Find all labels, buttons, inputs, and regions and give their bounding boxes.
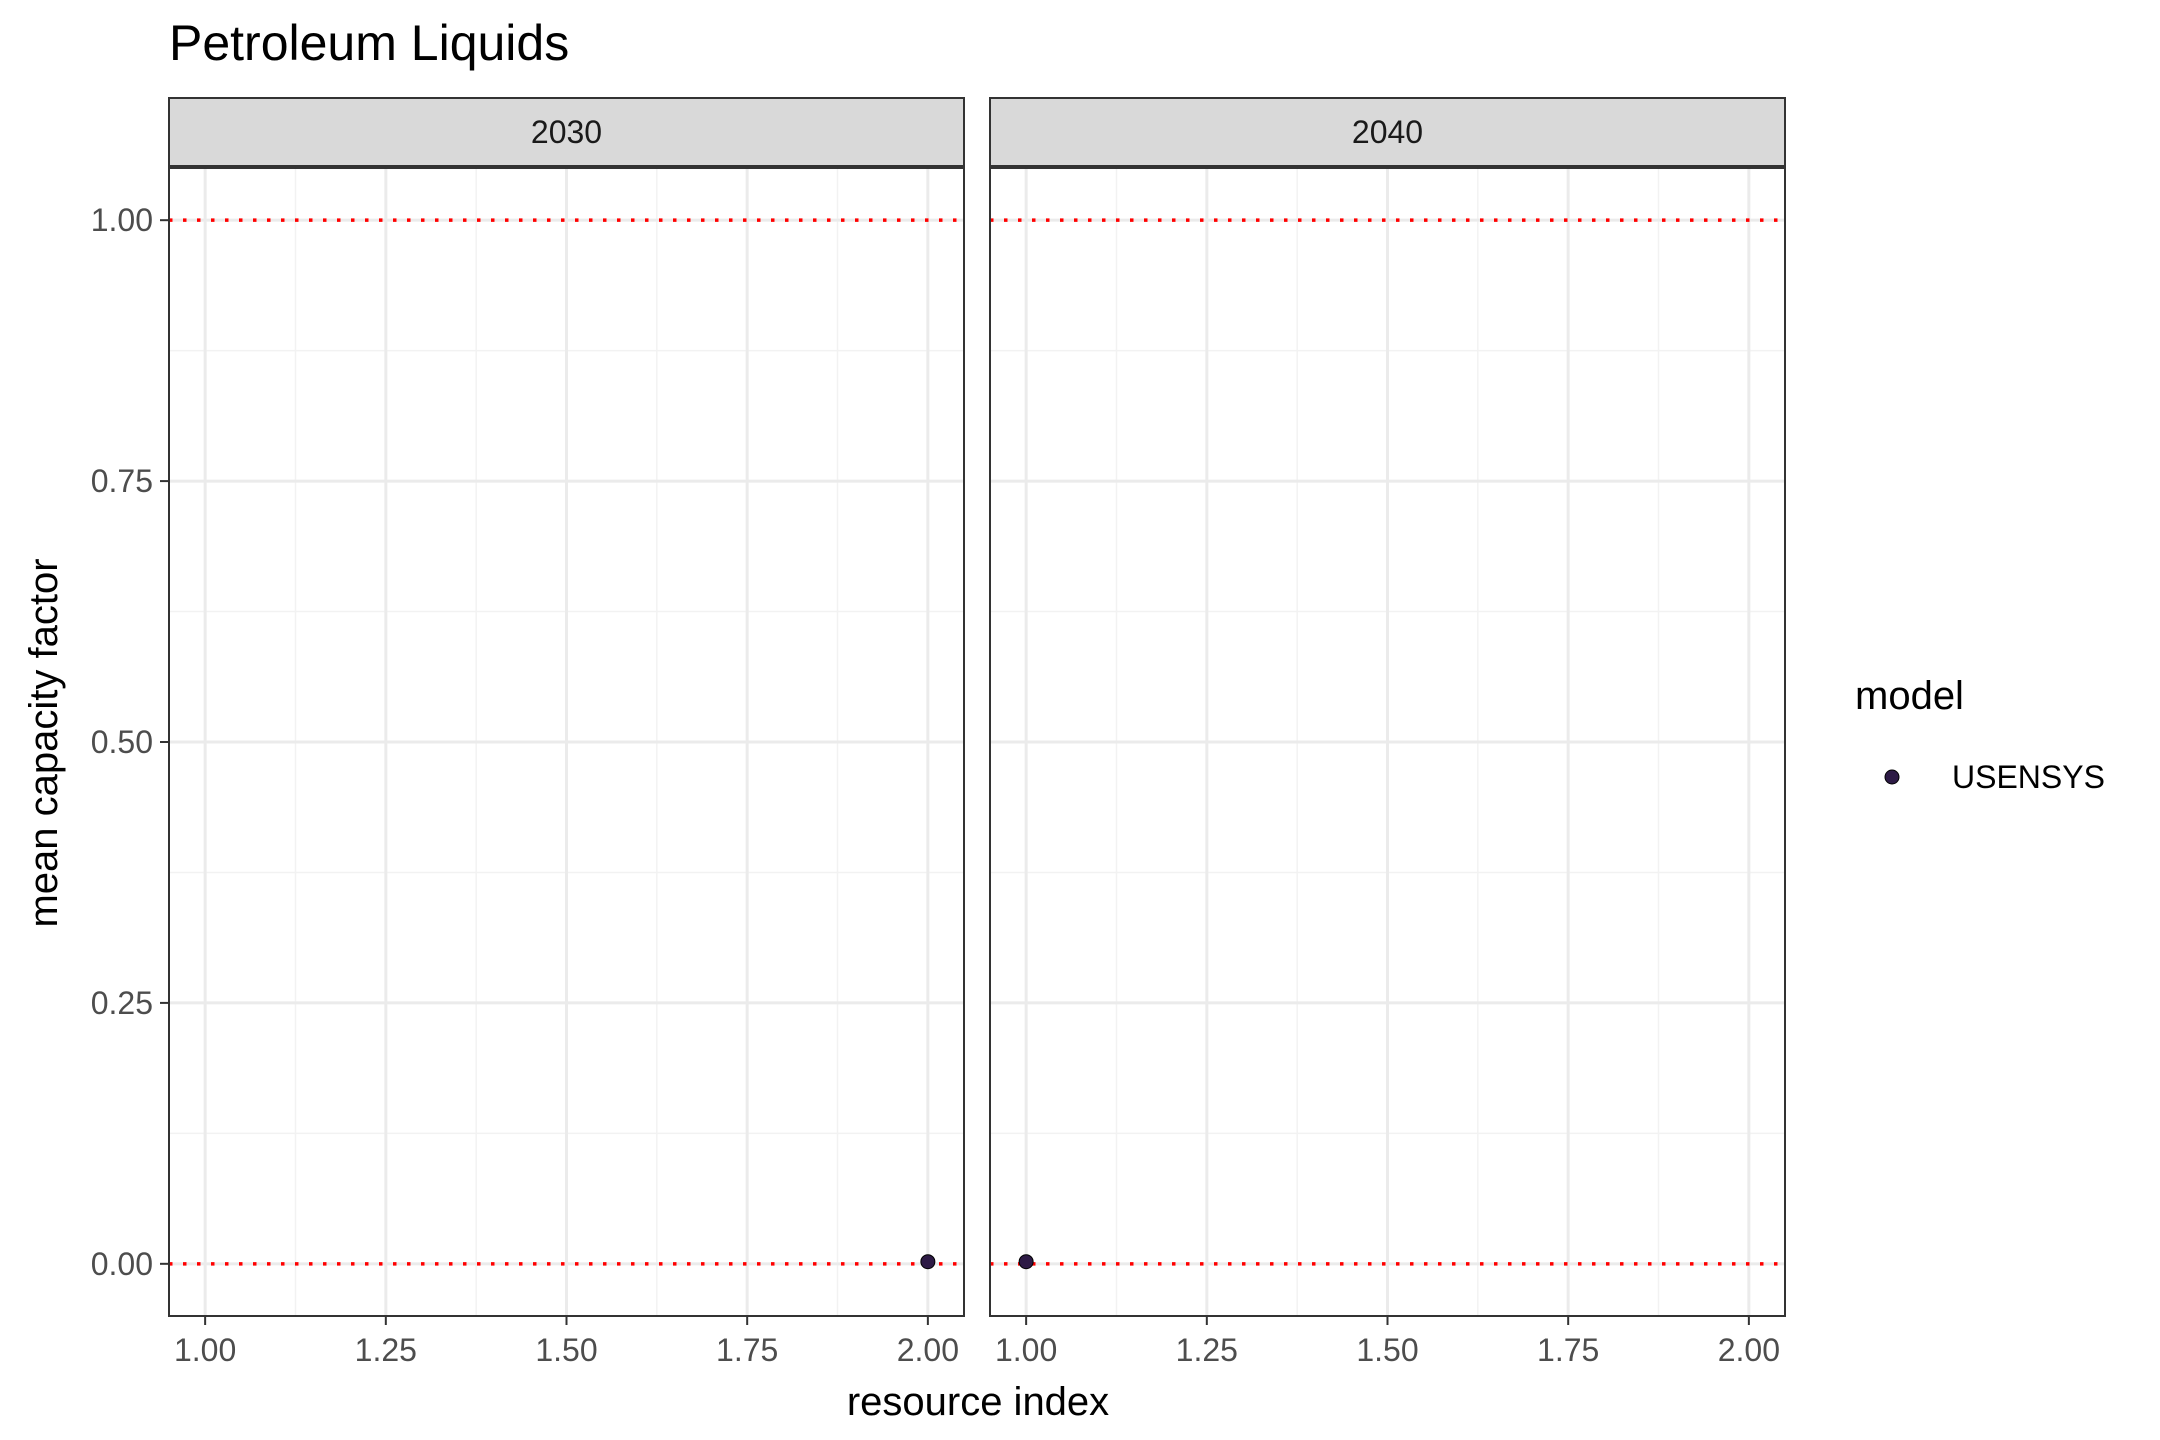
- chart-title: Petroleum Liquids: [169, 15, 569, 71]
- facet-strip-label: 2030: [531, 114, 602, 150]
- data-point-usensys: [1018, 1254, 1034, 1270]
- y-tick-label: 1.00: [91, 202, 153, 238]
- x-tick-label: 1.00: [174, 1332, 236, 1368]
- facet-strip-label: 2040: [1352, 114, 1423, 150]
- legend-entries: USENSYS: [1884, 759, 2105, 795]
- y-tick-label: 0.75: [91, 463, 153, 499]
- x-axis-title: resource index: [847, 1380, 1109, 1424]
- facet-strip: [989, 97, 1786, 167]
- facet-panel-2030: 2030 1.00 1.25 1.50 1.75 2.00 0.00 0.25 0.50 0.75…: [91, 97, 965, 1368]
- facet-panels: 2030 1.00 1.25 1.50 1.75 2.00 0.00 0.25 0.50 0.75…: [91, 97, 1786, 1368]
- x-tick-label: 2.00: [1718, 1332, 1780, 1368]
- data-point-usensys: [920, 1254, 936, 1270]
- y-axis-title: mean capacity factor: [22, 558, 66, 927]
- y-tick-label: 0.25: [91, 985, 153, 1021]
- x-tick-label: 1.50: [535, 1332, 597, 1368]
- x-tick-label: 1.25: [355, 1332, 417, 1368]
- y-tick-label: 0.00: [91, 1246, 153, 1282]
- x-tick-label: 1.50: [1356, 1332, 1418, 1368]
- x-tick-label: 1.25: [1176, 1332, 1238, 1368]
- legend-label: USENSYS: [1952, 759, 2105, 795]
- x-tick-label: 2.00: [897, 1332, 959, 1368]
- y-tick-label: 0.50: [91, 724, 153, 760]
- x-tick-label: 1.75: [716, 1332, 778, 1368]
- x-tick-label: 1.75: [1537, 1332, 1599, 1368]
- facet-panel-2040: 2040 1.00 1.25 1.50 1.75 2.00: [989, 97, 1786, 1368]
- facet-strip: [168, 97, 965, 167]
- legend-title: model: [1855, 674, 1964, 718]
- legend: model USENSYS: [1855, 674, 2105, 795]
- legend-key-usensys: [1884, 769, 1900, 785]
- x-tick-label: 1.00: [995, 1332, 1057, 1368]
